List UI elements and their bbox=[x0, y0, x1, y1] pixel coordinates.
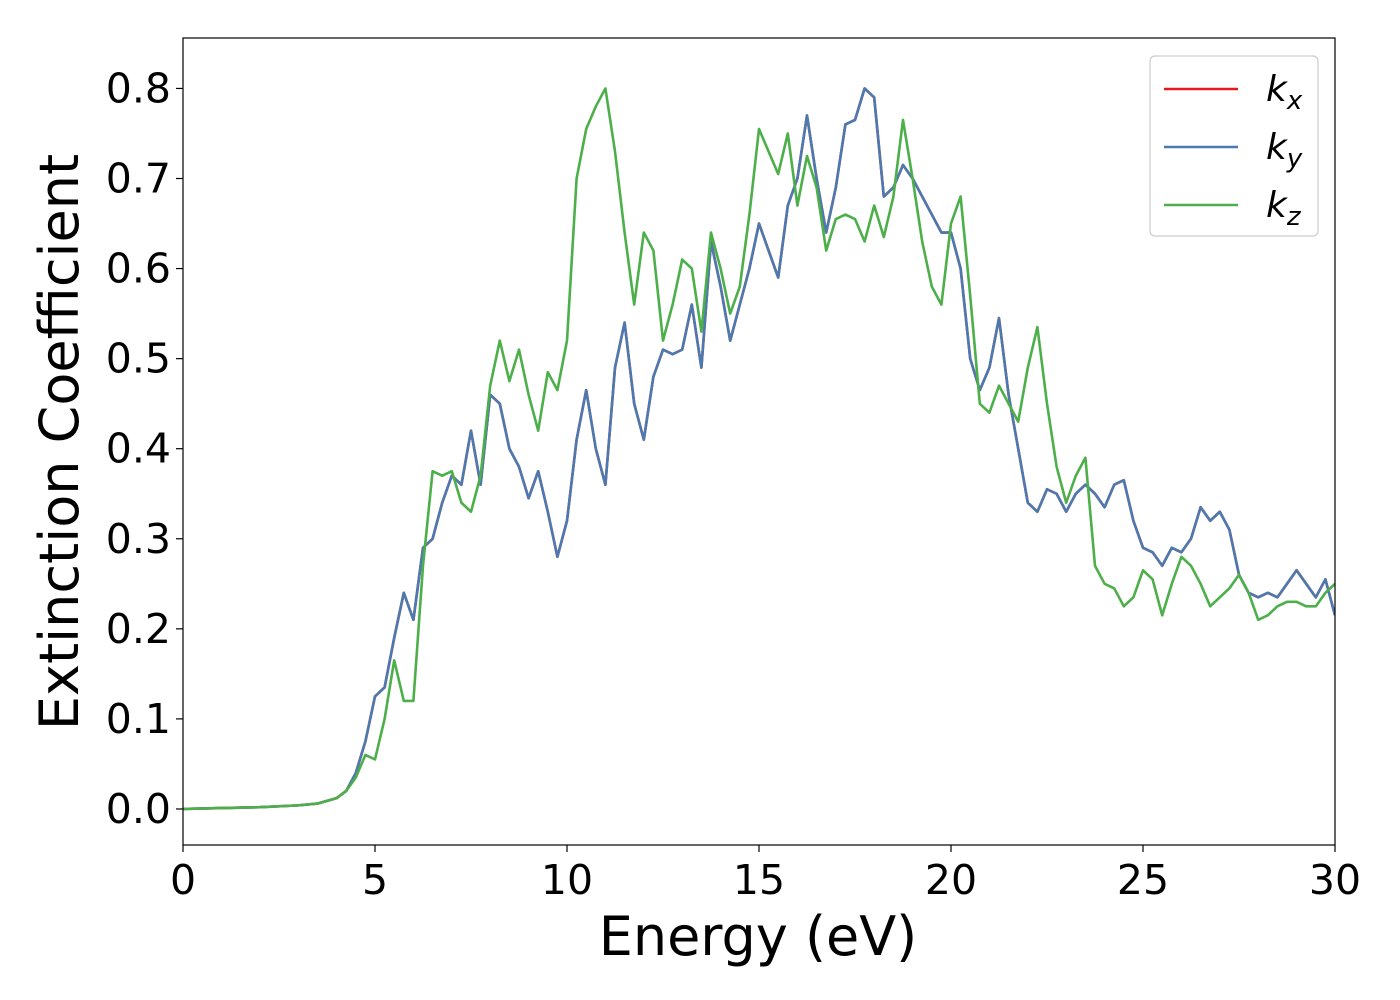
x-tick-label: 30 bbox=[1309, 856, 1361, 904]
legend: kx ky kz bbox=[1149, 55, 1319, 237]
y-tick-label: 0.0 bbox=[106, 785, 171, 833]
y-tick-label: 0.3 bbox=[106, 515, 171, 563]
x-axis-label: Energy (eV) bbox=[599, 905, 918, 968]
legend-label: kz bbox=[1266, 185, 1302, 232]
y-tick-label: 0.6 bbox=[106, 245, 171, 293]
y-axis-label: Extinction Coefficient bbox=[28, 154, 91, 730]
legend-label: kx bbox=[1266, 69, 1303, 116]
y-tick-label: 0.2 bbox=[106, 605, 171, 653]
x-tick-label: 25 bbox=[1117, 856, 1169, 904]
x-tick-label: 15 bbox=[733, 856, 785, 904]
series-line bbox=[183, 87, 1335, 811]
y-tick-label: 0.8 bbox=[106, 64, 171, 112]
plot-frame bbox=[182, 37, 1336, 846]
y-tick-label: 0.5 bbox=[106, 335, 171, 383]
x-tick-label: 5 bbox=[362, 856, 388, 904]
series-line bbox=[183, 87, 1335, 811]
x-tick-label: 0 bbox=[170, 856, 196, 904]
legend-label: ky bbox=[1266, 127, 1303, 174]
x-tick-label: 10 bbox=[541, 856, 593, 904]
x-tick-label: 20 bbox=[925, 856, 977, 904]
y-tick-label: 0.7 bbox=[106, 155, 171, 203]
y-tick-label: 0.1 bbox=[106, 695, 171, 743]
y-tick-label: 0.4 bbox=[106, 425, 171, 473]
